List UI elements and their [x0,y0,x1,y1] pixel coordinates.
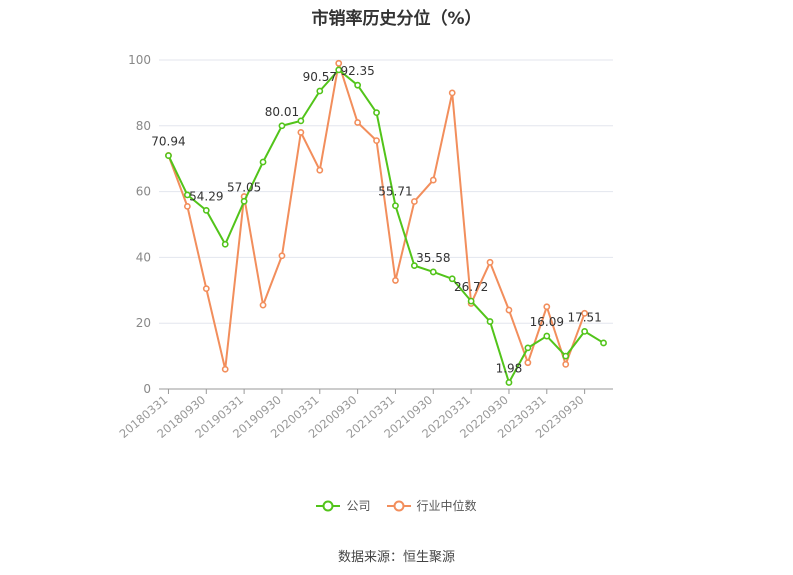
legend-label-company: 公司 [346,499,371,513]
series-point-industry-median [543,303,551,311]
series-point-industry-median [335,59,343,67]
y-tick-label: 20 [136,316,151,330]
data-label: 17.51 [567,310,601,324]
x-axis: 2018033120180930201903312019093020200331… [117,388,613,441]
data-label: 80.01 [265,105,299,119]
y-tick-label: 80 [136,119,151,133]
series-point-industry-median [202,285,210,293]
series-point-company [221,240,229,248]
series-point-industry-median [221,365,229,373]
legend-label-industry-median: 行业中位数 [416,499,477,513]
legend-marker-industry-median [386,500,411,511]
data-label: 16.09 [530,315,564,329]
data-label: 54.29 [189,189,223,203]
series-point-company [524,344,532,352]
series-point-company [316,87,324,95]
series-point-company [392,202,399,210]
legend: 公司 行业中位数 [0,497,793,514]
series-layer [165,59,607,386]
y-tick-label: 40 [136,250,151,264]
y-axis: 0 20 40 60 80 100 [128,53,151,396]
legend-item-industry-median[interactable]: 行业中位数 [386,497,477,514]
series-point-industry-median [354,119,362,126]
series-point-company [562,352,570,360]
chart-title: 市销率历史分位（%） [311,9,482,29]
series-point-company [240,197,248,205]
series-point-industry-median [429,176,437,184]
series-point-company [467,297,475,305]
series-point-company [335,66,343,74]
data-label: 35.58 [416,251,450,265]
series-point-company [429,268,437,276]
series-point-industry-median [297,128,305,136]
series-point-company [278,122,286,130]
series-point-industry-median [183,203,191,210]
series-point-industry-median [505,306,513,314]
series-point-industry-median [373,137,380,145]
series-point-company [183,191,191,199]
source-note: 数据来源：恒生聚源 [337,550,455,565]
series-point-industry-median [524,359,532,367]
series-point-industry-median [486,258,494,266]
grid-lines [159,59,613,324]
series-point-company [410,262,418,270]
data-label: 55.71 [378,185,412,199]
y-tick-label: 100 [128,53,151,67]
series-line-company [167,68,605,384]
series-point-industry-median [448,89,456,97]
series-point-industry-median [316,166,324,174]
series-point-company [373,109,380,117]
y-tick-label: 60 [136,185,151,199]
series-point-industry-median [562,360,570,368]
data-label: 70.94 [151,135,185,149]
data-labels: 70.94 54.29 57.05 80.01 90.57 92.35 55.71 35.58… [151,64,602,375]
data-label: 57.05 [227,180,261,194]
series-point-company [543,332,551,340]
series-point-industry-median [392,277,399,284]
data-label: 92.35 [340,64,374,78]
series-point-industry-median [410,198,418,205]
data-label: 26.72 [454,280,488,294]
series-point-company [600,339,607,347]
series-point-company [165,152,172,160]
data-label: 1.98 [496,361,523,375]
data-label: 90.57 [303,70,337,84]
series-point-company [202,206,210,214]
series-point-industry-median [581,309,589,317]
y-tick-label: 0 [143,382,151,396]
series-point-company [354,81,362,89]
series-point-company [297,117,305,125]
chart-plot: 0 20 40 60 80 100 201803312018093020190331201… [117,53,613,441]
series-point-company [448,275,456,283]
legend-item-company[interactable]: 公司 [316,497,371,514]
series-point-company [259,158,267,166]
series-point-industry-median [278,252,286,260]
legend-marker-company [316,500,341,511]
series-point-company [486,318,494,325]
series-point-company [505,379,513,386]
series-point-industry-median [259,301,267,309]
series-point-company [581,327,589,335]
